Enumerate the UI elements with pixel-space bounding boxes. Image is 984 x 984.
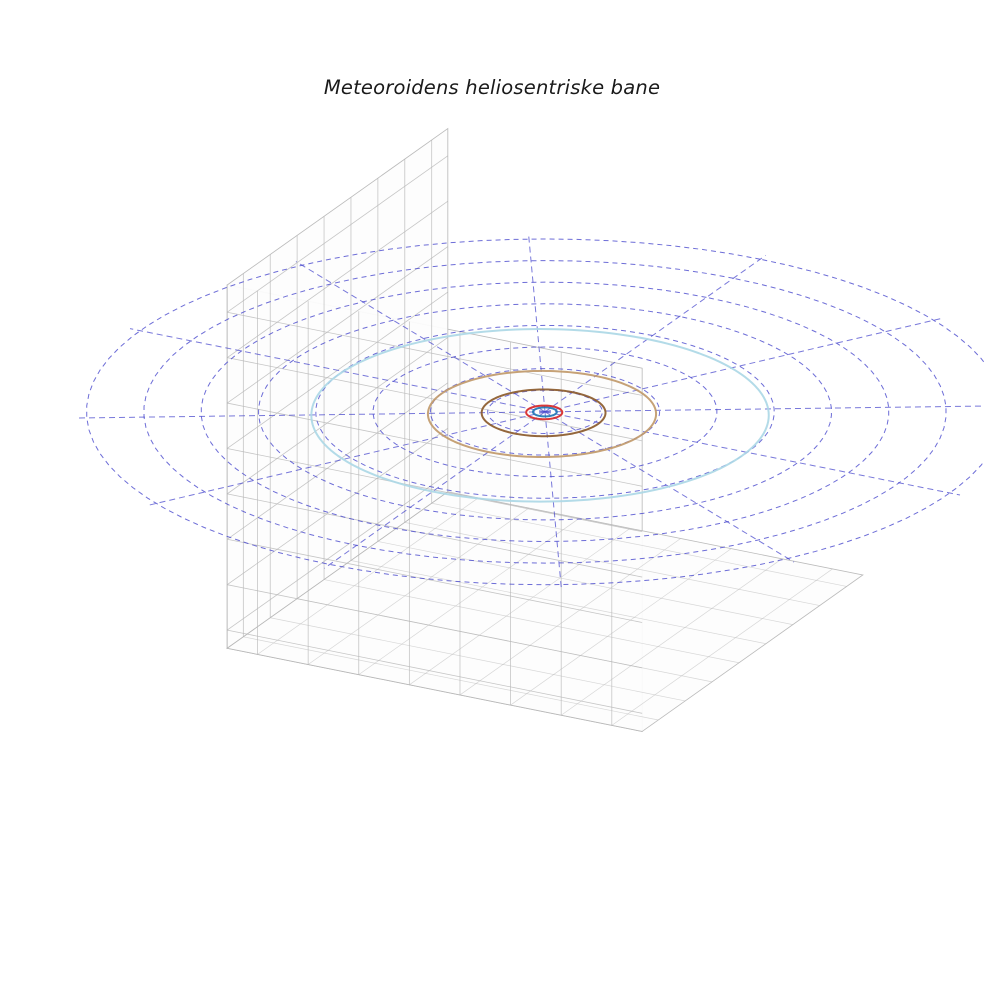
page-title: Meteoroidens heliosentriske bane <box>323 76 661 99</box>
planet-orbit-curves <box>310 328 770 503</box>
axes-panes <box>226 127 864 732</box>
polar-grid <box>75 234 984 589</box>
